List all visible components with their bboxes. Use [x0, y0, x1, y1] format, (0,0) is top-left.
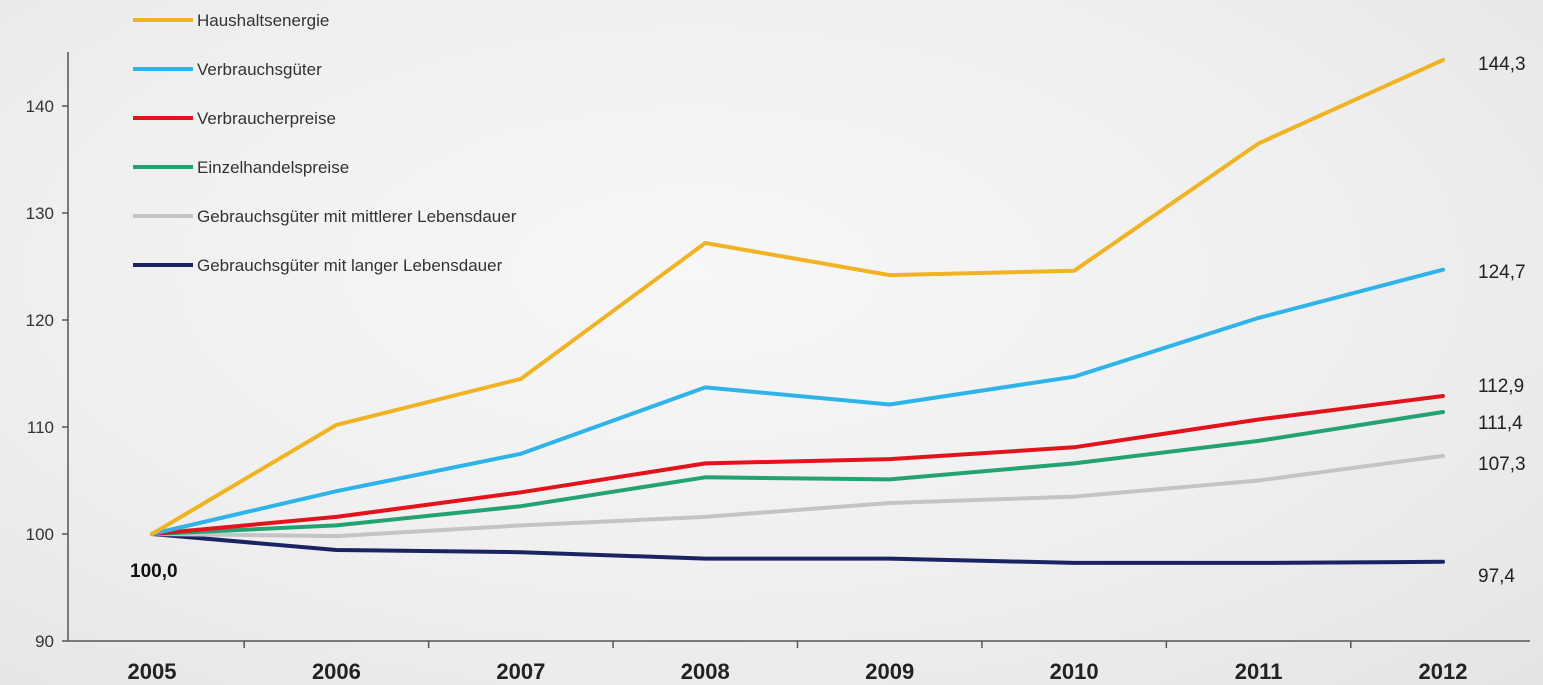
legend-item: Verbraucherpreise	[133, 109, 336, 128]
legend-item: Haushaltsenergie	[133, 11, 329, 30]
end-labels: 144,3 124,7 112,9 111,4 107,3 97,4	[1478, 54, 1526, 587]
legend-label: Haushaltsenergie	[197, 11, 329, 30]
y-tick-label: 90	[35, 632, 54, 651]
series-line	[150, 532, 1445, 565]
end-value-label: 111,4	[1478, 413, 1523, 434]
legend-item: Gebrauchsgüter mit mittlerer Lebensdauer	[133, 207, 517, 226]
x-tick-label: 2008	[681, 659, 730, 684]
legend-label: Verbrauchsgüter	[197, 60, 322, 79]
legend-label: Gebrauchsgüter mit langer Lebensdauer	[197, 256, 503, 275]
x-tick-label: 2006	[312, 659, 361, 684]
series-line	[150, 58, 1445, 536]
end-value-label: 144,3	[1478, 54, 1526, 75]
series-lines	[150, 58, 1445, 565]
legend-item: Gebrauchsgüter mit langer Lebensdauer	[133, 256, 503, 275]
x-tick-label: 2010	[1050, 659, 1099, 684]
x-tick-label: 2005	[128, 659, 177, 684]
series-line	[150, 394, 1445, 536]
axes: 90 100 110 120 130 140 2005 2006 2007 2008 2009 201…	[26, 52, 1530, 684]
x-tick-label: 2012	[1419, 659, 1468, 684]
end-value-label: 112,9	[1478, 376, 1524, 397]
legend-item: Einzelhandelspreise	[133, 158, 349, 177]
legend: Haushaltsenergie Verbrauchsgüter Verbrauch…	[133, 11, 517, 275]
legend-label: Verbraucherpreise	[197, 109, 336, 128]
legend-item: Verbrauchsgüter	[133, 60, 322, 79]
y-tick-label: 130	[26, 204, 54, 223]
y-tick-label: 100	[26, 525, 54, 544]
end-value-label: 107,3	[1478, 454, 1526, 475]
legend-label: Einzelhandelspreise	[197, 158, 349, 177]
series-line	[150, 267, 1445, 536]
series-line	[150, 453, 1445, 539]
x-tick-label: 2011	[1235, 659, 1283, 684]
series-line	[150, 410, 1445, 536]
start-value-label: 100,0	[130, 561, 178, 582]
y-tick-label: 140	[26, 97, 54, 116]
end-value-label: 97,4	[1478, 566, 1515, 587]
y-tick-label: 120	[26, 311, 54, 330]
legend-label: Gebrauchsgüter mit mittlerer Lebensdauer	[197, 207, 517, 226]
end-value-label: 124,7	[1478, 262, 1526, 283]
y-tick-label: 110	[27, 418, 54, 437]
x-tick-label: 2009	[865, 659, 914, 684]
x-tick-label: 2007	[496, 659, 545, 684]
